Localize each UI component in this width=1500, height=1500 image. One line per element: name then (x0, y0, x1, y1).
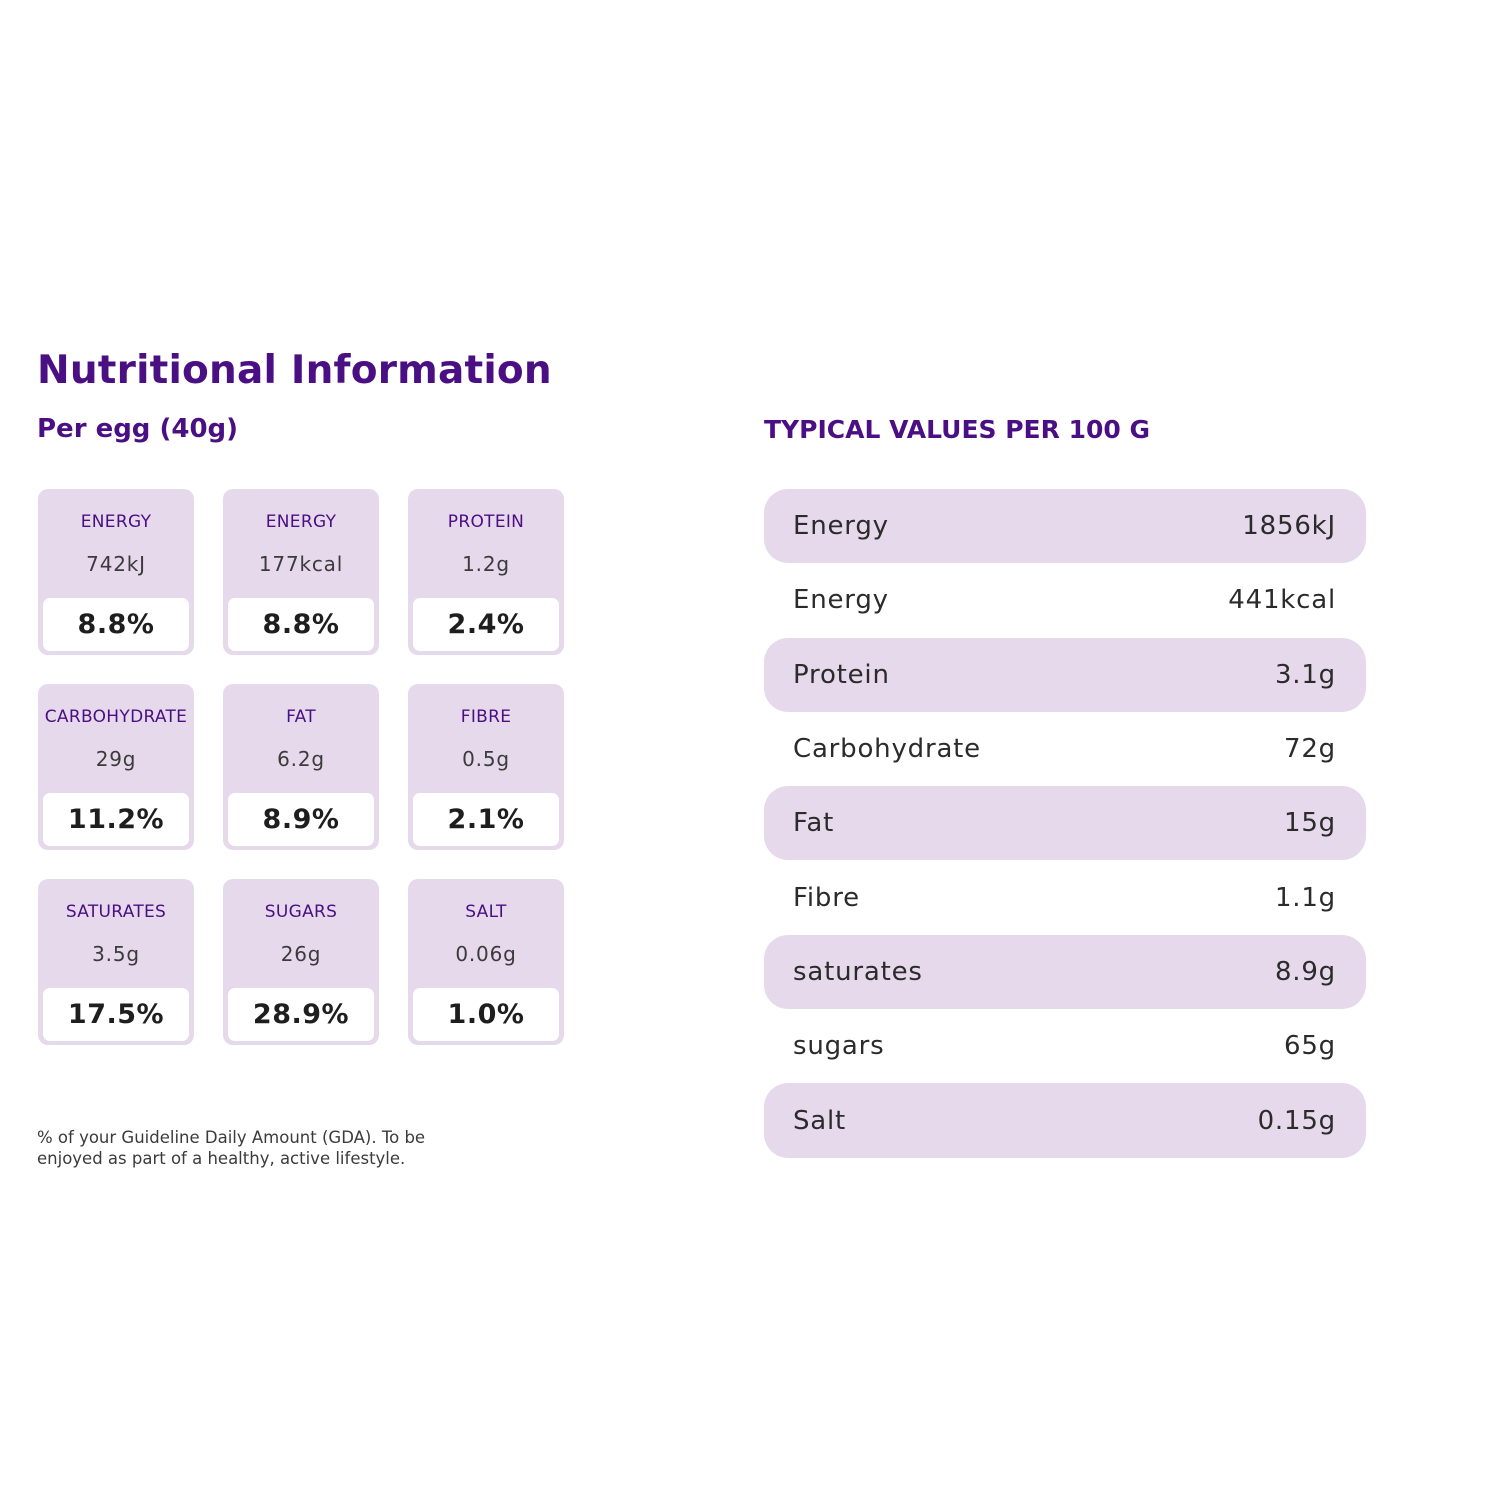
card-gda-percent: 28.9% (228, 988, 374, 1041)
nutrient-value: 0.15g (1257, 1105, 1336, 1136)
card-label: SALT (465, 902, 507, 922)
table-row: Carbohydrate 72g (764, 712, 1366, 786)
nutrient-value: 441kcal (1228, 585, 1336, 616)
nutrient-card-energy-kj: ENERGY 742kJ 8.8% (38, 489, 194, 655)
nutrient-value: 3.1g (1274, 659, 1336, 690)
gda-footnote: % of your Guideline Daily Amount (GDA). … (37, 1127, 426, 1168)
nutrient-card-salt: SALT 0.06g 1.0% (408, 879, 564, 1045)
card-amount: 3.5g (92, 942, 140, 966)
card-amount: 0.06g (455, 942, 517, 966)
per-egg-grid: ENERGY 742kJ 8.8% ENERGY 177kcal 8.8% PR… (38, 489, 564, 1045)
card-gda-percent: 8.8% (228, 598, 374, 651)
nutrient-name: Energy (793, 511, 889, 542)
table-row: sugars 65g (764, 1009, 1366, 1083)
card-gda-percent: 11.2% (43, 793, 189, 846)
card-label: SUGARS (264, 902, 338, 922)
table-row: Protein 3.1g (764, 637, 1366, 712)
card-label: FAT (286, 707, 316, 727)
card-label: ENERGY (265, 512, 337, 532)
card-amount: 177kcal (258, 552, 344, 576)
table-row: Fibre 1.1g (764, 860, 1366, 934)
card-gda-percent: 8.8% (43, 598, 189, 651)
table-row: saturates 8.9g (764, 934, 1366, 1010)
nutrient-name: saturates (793, 956, 923, 987)
nutrient-value: 1856kJ (1242, 511, 1336, 542)
nutrient-value: 1.1g (1274, 882, 1336, 913)
table-row: Fat 15g (764, 786, 1366, 861)
nutrient-name: Carbohydrate (793, 734, 981, 765)
nutrient-name: Fat (793, 808, 835, 839)
nutrient-card-carbohydrate: CARBOHYDRATE 29g 11.2% (38, 684, 194, 850)
card-label: FIBRE (460, 707, 512, 727)
nutrient-value: 72g (1284, 734, 1336, 765)
typical-values-heading: TYPICAL VALUES PER 100 G (764, 415, 1150, 444)
nutrient-value: 65g (1284, 1031, 1336, 1062)
card-gda-percent: 17.5% (43, 988, 189, 1041)
card-amount: 6.2g (277, 747, 325, 771)
card-gda-percent: 1.0% (413, 988, 559, 1041)
nutrient-card-fat: FAT 6.2g 8.9% (223, 684, 379, 850)
card-label: PROTEIN (447, 512, 525, 532)
card-label: CARBOHYDRATE (44, 707, 188, 727)
card-amount: 0.5g (462, 747, 510, 771)
nutrient-name: sugars (793, 1031, 885, 1062)
card-amount: 29g (95, 747, 137, 771)
card-label: SATURATES (65, 902, 167, 922)
nutrient-name: Fibre (793, 882, 860, 913)
nutrient-value: 15g (1284, 808, 1336, 839)
table-row: Energy 1856kJ (764, 489, 1366, 564)
nutrient-card-energy-kcal: ENERGY 177kcal 8.8% (223, 489, 379, 655)
card-amount: 1.2g (462, 552, 510, 576)
typical-values-table: Energy 1856kJ Energy 441kcal Protein 3.1… (764, 489, 1366, 1158)
nutrient-card-protein: PROTEIN 1.2g 2.4% (408, 489, 564, 655)
nutrient-name: Protein (793, 659, 890, 690)
table-row: Salt 0.15g (764, 1083, 1366, 1158)
nutrient-name: Salt (793, 1105, 847, 1136)
nutrient-value: 8.9g (1274, 956, 1336, 987)
page-title: Nutritional Information (37, 348, 552, 394)
card-gda-percent: 2.1% (413, 793, 559, 846)
card-gda-percent: 2.4% (413, 598, 559, 651)
card-amount: 26g (280, 942, 322, 966)
card-amount: 742kJ (86, 552, 146, 576)
nutrient-name: Energy (793, 585, 889, 616)
table-row: Energy 441kcal (764, 563, 1366, 637)
nutrient-card-saturates: SATURATES 3.5g 17.5% (38, 879, 194, 1045)
nutrient-card-sugars: SUGARS 26g 28.9% (223, 879, 379, 1045)
card-label: ENERGY (80, 512, 152, 532)
nutrient-card-fibre: FIBRE 0.5g 2.1% (408, 684, 564, 850)
card-gda-percent: 8.9% (228, 793, 374, 846)
per-egg-heading: Per egg (40g) (37, 414, 239, 444)
